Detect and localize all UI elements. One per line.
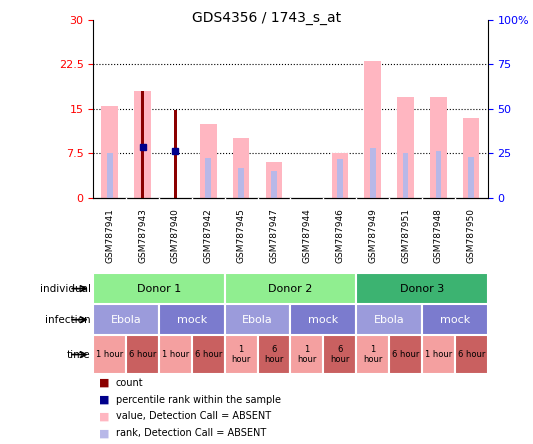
- Bar: [463, 118, 480, 198]
- Text: 6 hour: 6 hour: [195, 350, 222, 359]
- Text: 1
hour: 1 hour: [363, 345, 382, 364]
- Text: GSM787946: GSM787946: [335, 208, 344, 263]
- Text: 6
hour: 6 hour: [330, 345, 350, 364]
- Text: Ebola: Ebola: [242, 315, 273, 325]
- Bar: [233, 139, 249, 198]
- Text: time: time: [67, 349, 91, 360]
- Text: 1 hour: 1 hour: [96, 350, 123, 359]
- Text: GSM787947: GSM787947: [270, 208, 279, 263]
- Bar: [266, 162, 282, 198]
- Text: GSM787943: GSM787943: [138, 208, 147, 263]
- Bar: [435, 151, 441, 198]
- Text: 6 hour: 6 hour: [129, 350, 156, 359]
- Text: Ebola: Ebola: [111, 315, 142, 325]
- Bar: [192, 335, 225, 374]
- Bar: [159, 304, 225, 335]
- Text: 6 hour: 6 hour: [457, 350, 485, 359]
- Bar: [271, 171, 277, 198]
- Text: GSM787944: GSM787944: [302, 208, 311, 263]
- Text: Donor 1: Donor 1: [137, 284, 181, 293]
- Bar: [356, 273, 488, 304]
- Bar: [225, 304, 290, 335]
- Bar: [93, 304, 159, 335]
- Bar: [200, 123, 216, 198]
- Text: 1 hour: 1 hour: [162, 350, 189, 359]
- Bar: [126, 335, 159, 374]
- Text: count: count: [116, 378, 143, 388]
- Text: GSM787951: GSM787951: [401, 208, 410, 263]
- Text: GDS4356 / 1743_s_at: GDS4356 / 1743_s_at: [192, 11, 341, 25]
- Bar: [356, 304, 422, 335]
- Bar: [290, 335, 324, 374]
- Bar: [134, 91, 151, 198]
- Text: GSM787948: GSM787948: [434, 208, 443, 263]
- Bar: [337, 159, 343, 198]
- Bar: [93, 273, 225, 304]
- Bar: [397, 97, 414, 198]
- Bar: [93, 335, 126, 374]
- Text: mock: mock: [440, 315, 470, 325]
- Text: 1 hour: 1 hour: [425, 350, 452, 359]
- Bar: [324, 335, 356, 374]
- Text: mock: mock: [308, 315, 338, 325]
- Bar: [101, 106, 118, 198]
- Bar: [370, 148, 376, 198]
- Text: 6
hour: 6 hour: [264, 345, 284, 364]
- Bar: [469, 157, 474, 198]
- Text: ■: ■: [99, 428, 109, 438]
- Text: 1
hour: 1 hour: [231, 345, 251, 364]
- Bar: [205, 158, 211, 198]
- Text: individual: individual: [39, 284, 91, 293]
- Bar: [422, 335, 455, 374]
- Bar: [257, 335, 290, 374]
- Bar: [225, 335, 257, 374]
- Text: mock: mock: [177, 315, 207, 325]
- Bar: [238, 168, 244, 198]
- Bar: [332, 153, 348, 198]
- Text: GSM787950: GSM787950: [467, 208, 476, 263]
- Text: GSM787942: GSM787942: [204, 208, 213, 263]
- Text: rank, Detection Call = ABSENT: rank, Detection Call = ABSENT: [116, 428, 266, 438]
- Bar: [107, 153, 112, 198]
- Bar: [430, 97, 447, 198]
- Text: ■: ■: [99, 395, 109, 404]
- Bar: [174, 110, 177, 198]
- Bar: [402, 153, 408, 198]
- Text: value, Detection Call = ABSENT: value, Detection Call = ABSENT: [116, 412, 271, 421]
- Bar: [389, 335, 422, 374]
- Text: infection: infection: [45, 315, 91, 325]
- Text: GSM787945: GSM787945: [237, 208, 246, 263]
- Text: GSM787941: GSM787941: [105, 208, 114, 263]
- Text: Ebola: Ebola: [374, 315, 405, 325]
- Bar: [141, 91, 144, 198]
- Text: 1
hour: 1 hour: [297, 345, 317, 364]
- Bar: [422, 304, 488, 335]
- Bar: [365, 61, 381, 198]
- Text: GSM787949: GSM787949: [368, 208, 377, 263]
- Text: percentile rank within the sample: percentile rank within the sample: [116, 395, 281, 404]
- Text: ■: ■: [99, 412, 109, 421]
- Text: Donor 2: Donor 2: [268, 284, 313, 293]
- Text: Donor 3: Donor 3: [400, 284, 444, 293]
- Text: GSM787940: GSM787940: [171, 208, 180, 263]
- Bar: [225, 273, 356, 304]
- Text: ■: ■: [99, 378, 109, 388]
- Text: 6 hour: 6 hour: [392, 350, 419, 359]
- Bar: [159, 335, 192, 374]
- Bar: [290, 304, 356, 335]
- Bar: [356, 335, 389, 374]
- Bar: [455, 335, 488, 374]
